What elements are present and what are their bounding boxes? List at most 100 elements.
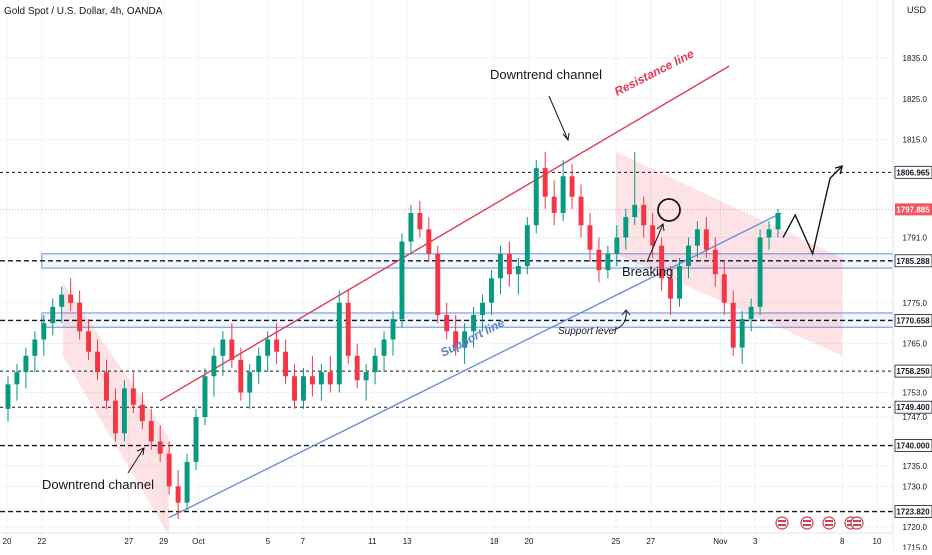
candle-body — [641, 204, 647, 226]
candle-body — [748, 306, 754, 320]
candle-body — [68, 294, 74, 303]
y-tick-label: 1720.0 — [903, 523, 928, 532]
candle-body — [399, 241, 405, 320]
x-tick-label: 5 — [266, 537, 271, 546]
candle-body — [739, 319, 745, 348]
candle-body — [86, 331, 92, 352]
candle — [193, 408, 199, 471]
candle-body — [614, 237, 620, 254]
candle — [390, 310, 396, 356]
time-axis[interactable]: 20 22 27 29 Oct 5 7 11 13 18 20 25 27 Nov 3 8 10 — [0, 532, 893, 550]
price-level-tag — [894, 505, 932, 518]
candle-body — [453, 331, 459, 348]
candle-body — [668, 278, 674, 299]
breaking-pointer-head — [656, 223, 665, 232]
candle-body — [417, 213, 423, 230]
candle — [712, 237, 718, 287]
candle-body — [381, 339, 387, 356]
candle-body — [632, 204, 638, 218]
candle-body — [247, 372, 253, 393]
candle-body — [301, 376, 306, 401]
candle — [551, 180, 557, 226]
candle — [399, 233, 405, 328]
x-tick-label: 25 — [612, 537, 621, 546]
downtrend-channel-label-bottom: Downtrend channel — [42, 477, 154, 492]
candle — [775, 208, 781, 238]
resistance-line — [159, 65, 730, 402]
candle — [453, 315, 459, 356]
candle-body — [497, 253, 503, 279]
channel-pointer-arrow-bottom — [127, 447, 145, 474]
candle — [336, 290, 342, 393]
candle-body — [95, 351, 100, 373]
us-flag-icon[interactable] — [775, 516, 789, 530]
candle-body — [533, 168, 539, 226]
price-axis[interactable]: 1835.0 1825.0 1815.0 1791.0 1775.0 1765.0 1753… — [892, 0, 932, 553]
candle — [480, 294, 485, 332]
candle — [121, 380, 127, 442]
candle-body — [480, 302, 485, 315]
candle — [363, 363, 369, 401]
candles — [5, 151, 781, 519]
candle-body — [686, 245, 691, 267]
price-level-label: 1749.400 — [896, 403, 930, 412]
candle-body — [623, 217, 629, 238]
y-tick-label: 1753.0 — [903, 389, 928, 398]
price-level-tag — [894, 165, 932, 179]
candle-body — [256, 355, 262, 373]
candle — [229, 323, 235, 369]
us-flag-icon[interactable] — [850, 516, 864, 530]
us-flag-icon[interactable] — [822, 516, 836, 530]
candle-body — [112, 400, 118, 434]
candle — [471, 306, 477, 348]
candle — [372, 347, 378, 385]
candle — [686, 237, 691, 279]
candle — [569, 164, 575, 209]
candle-body — [50, 306, 56, 324]
support-level-label: Support level — [558, 326, 617, 337]
candle-body — [41, 323, 47, 340]
price-level-label: 1785.288 — [896, 257, 930, 266]
candle-body — [444, 315, 450, 332]
candle — [148, 408, 154, 450]
candle — [677, 257, 682, 307]
y-tick-label: 1715.0 — [903, 544, 928, 550]
candle-body — [435, 253, 441, 315]
candle — [623, 208, 629, 250]
y-tick-label: 1825.0 — [903, 95, 928, 104]
downtrend-channel-label-top: Downtrend channel — [490, 67, 602, 82]
channel-pointer-head — [562, 132, 570, 142]
y-tick-label: 1765.0 — [903, 340, 928, 349]
candle — [86, 319, 92, 360]
price-level-tag — [894, 400, 932, 414]
candle-body — [605, 253, 611, 271]
us-flag-icon[interactable] — [800, 516, 814, 530]
candle-body — [121, 388, 127, 434]
x-tick-label: Oct — [192, 537, 205, 546]
economic-event-icons[interactable] — [775, 516, 864, 530]
candle-body — [766, 229, 772, 238]
x-tick-label: 20 — [3, 537, 12, 546]
price-level-tag — [894, 439, 932, 452]
candle — [32, 331, 38, 373]
candle-body — [5, 384, 11, 409]
candle-body — [471, 315, 477, 332]
x-tick-label: 27 — [646, 537, 655, 546]
candle — [444, 302, 450, 340]
candle-body — [166, 453, 172, 487]
x-tick-label: 22 — [37, 537, 46, 546]
candle — [408, 204, 414, 254]
candle — [5, 376, 11, 422]
candle — [417, 200, 423, 238]
breaking-pointer-arrow — [646, 223, 664, 263]
price-level-tag — [894, 314, 932, 327]
candle — [605, 245, 611, 279]
price-level-tag — [894, 254, 932, 268]
candle — [739, 310, 745, 364]
y-tick-label: 1815.0 — [903, 136, 928, 145]
candle — [497, 245, 503, 295]
x-tick-label: 29 — [159, 537, 168, 546]
